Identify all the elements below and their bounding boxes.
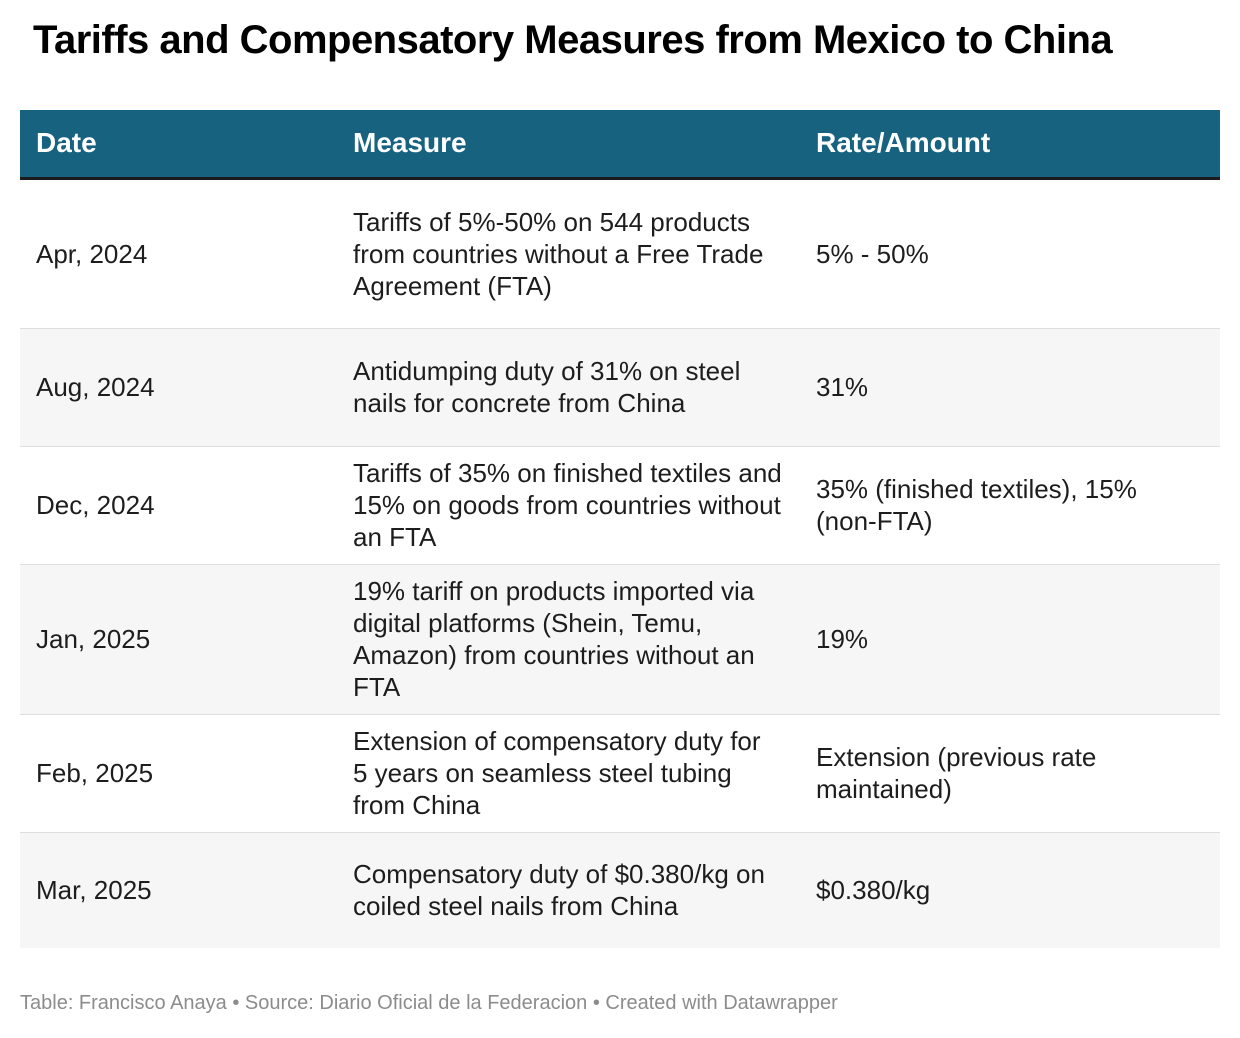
column-header-rate[interactable]: Rate/Amount xyxy=(800,110,1220,180)
cell-measure: Antidumping duty of 31% on steel nails f… xyxy=(337,328,800,447)
data-table: Date Measure Rate/Amount Apr, 2024 Tarif… xyxy=(20,110,1220,948)
cell-measure: Tariffs of 5%-50% on 544 products from c… xyxy=(337,178,800,329)
table-title: Tariffs and Compensatory Measures from M… xyxy=(33,18,1113,62)
cell-rate: 35% (finished textiles), 15% (non-FTA) xyxy=(800,446,1220,565)
table-row: Dec, 2024 Tariffs of 35% on finished tex… xyxy=(20,446,1220,565)
table-row: Jan, 2025 19% tariff on products importe… xyxy=(20,564,1220,715)
cell-rate: $0.380/kg xyxy=(800,832,1220,948)
table-row: Feb, 2025 Extension of compensatory duty… xyxy=(20,714,1220,833)
cell-date: Mar, 2025 xyxy=(20,832,337,948)
table-row: Mar, 2025 Compensatory duty of $0.380/kg… xyxy=(20,832,1220,948)
cell-measure: Extension of compensatory duty for 5 yea… xyxy=(337,714,800,833)
cell-measure: 19% tariff on products imported via digi… xyxy=(337,564,800,715)
table-row: Apr, 2024 Tariffs of 5%-50% on 544 produ… xyxy=(20,178,1220,329)
cell-measure: Compensatory duty of $0.380/kg on coiled… xyxy=(337,832,800,948)
cell-rate: 5% - 50% xyxy=(800,178,1220,329)
cell-date: Dec, 2024 xyxy=(20,446,337,565)
cell-rate: 19% xyxy=(800,564,1220,715)
column-header-date[interactable]: Date xyxy=(20,110,337,180)
cell-rate: 31% xyxy=(800,328,1220,447)
cell-date: Jan, 2025 xyxy=(20,564,337,715)
cell-date: Feb, 2025 xyxy=(20,714,337,833)
cell-measure: Tariffs of 35% on finished textiles and … xyxy=(337,446,800,565)
data-table-container: Date Measure Rate/Amount Apr, 2024 Tarif… xyxy=(20,110,1220,948)
table-row: Aug, 2024 Antidumping duty of 31% on ste… xyxy=(20,328,1220,447)
table-header-row: Date Measure Rate/Amount xyxy=(20,110,1220,180)
cell-rate: Extension (previous rate maintained) xyxy=(800,714,1220,833)
cell-date: Apr, 2024 xyxy=(20,178,337,329)
source-footer: Table: Francisco Anaya • Source: Diario … xyxy=(20,992,838,1014)
column-header-measure[interactable]: Measure xyxy=(337,110,800,180)
cell-date: Aug, 2024 xyxy=(20,328,337,447)
